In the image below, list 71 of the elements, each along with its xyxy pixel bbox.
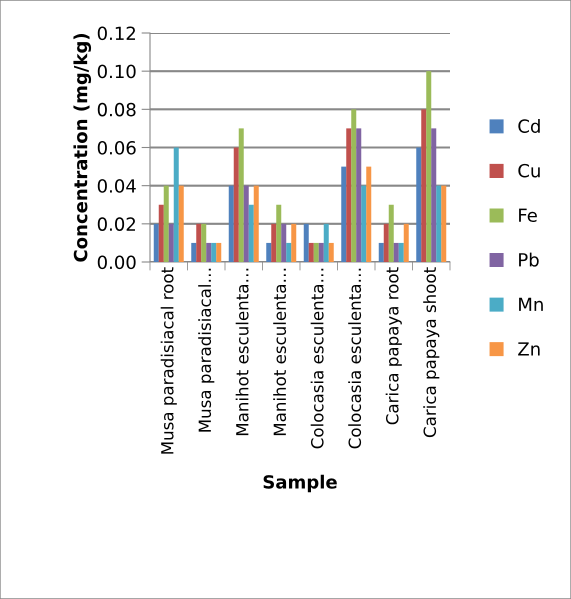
bar	[436, 186, 442, 262]
x-tick-label: Manihot esculenta…	[273, 268, 286, 436]
bar	[191, 242, 196, 262]
legend-label: Pb	[519, 252, 539, 267]
legend-label: Cd	[518, 118, 540, 133]
x-tick-label: Musa paradisiacal…	[198, 268, 214, 432]
bar	[281, 224, 286, 262]
x-axis-title: Sample	[264, 474, 337, 492]
y-tick-label: 0.12	[98, 26, 135, 40]
legend-label: Mn	[519, 298, 543, 311]
legend-label: Cu	[518, 164, 540, 178]
bar	[244, 186, 249, 262]
y-tick-label: 0.06	[98, 140, 136, 155]
bar	[158, 204, 164, 262]
x-tick-label: Musa paradisiacal root	[160, 267, 177, 454]
bar	[201, 224, 206, 262]
bar	[351, 109, 356, 262]
x-tick-label: Carica papaya root	[386, 267, 402, 424]
bar	[211, 242, 216, 262]
bar	[216, 242, 222, 262]
y-axis-title: Concentration (mg/kg)	[73, 34, 92, 262]
bar	[388, 204, 394, 262]
bar	[174, 148, 179, 262]
bar	[168, 224, 174, 262]
bar	[378, 242, 384, 262]
bar	[248, 204, 254, 262]
bar	[324, 224, 329, 262]
bar	[341, 166, 346, 262]
bar	[314, 242, 319, 262]
bar	[276, 204, 282, 262]
y-tick-label: 0.00	[98, 255, 136, 270]
x-tick-label: Manihot esculenta…	[236, 268, 249, 436]
bar	[234, 148, 239, 262]
x-tick-label: Colocasia esculenta…	[310, 268, 324, 448]
x-tick-label: Colocasia esculenta…	[348, 268, 362, 448]
bar	[206, 242, 212, 262]
bar	[178, 186, 184, 262]
bar	[304, 224, 309, 262]
bar	[361, 186, 366, 262]
bar	[308, 242, 314, 262]
legend-label: Zn	[518, 342, 540, 356]
bar	[426, 71, 432, 262]
bar	[291, 224, 296, 262]
y-tick-label: 0.08	[98, 102, 136, 116]
bar	[271, 224, 276, 262]
bar	[164, 186, 169, 262]
y-tick-label: 0.02	[98, 217, 135, 231]
bar	[238, 128, 244, 262]
x-tick-label: Carica papaya shoot	[423, 267, 440, 438]
y-tick-label: 0.04	[98, 179, 136, 193]
bar	[416, 148, 422, 262]
bar	[356, 128, 362, 262]
legend-label: Fe	[519, 208, 537, 222]
bar	[228, 186, 234, 262]
bar	[266, 242, 272, 262]
y-tick-label: 0.10	[98, 64, 136, 78]
bar	[196, 224, 202, 262]
bar	[441, 186, 446, 262]
bar	[328, 242, 334, 262]
bar	[404, 224, 409, 262]
bar	[431, 128, 436, 262]
bar	[346, 128, 352, 262]
bar	[254, 186, 259, 262]
bar	[384, 224, 389, 262]
bar	[366, 166, 372, 262]
bar	[318, 242, 324, 262]
bar	[421, 109, 426, 262]
bar	[154, 224, 159, 262]
bar	[398, 242, 404, 262]
bar	[286, 242, 292, 262]
bar	[394, 242, 399, 262]
